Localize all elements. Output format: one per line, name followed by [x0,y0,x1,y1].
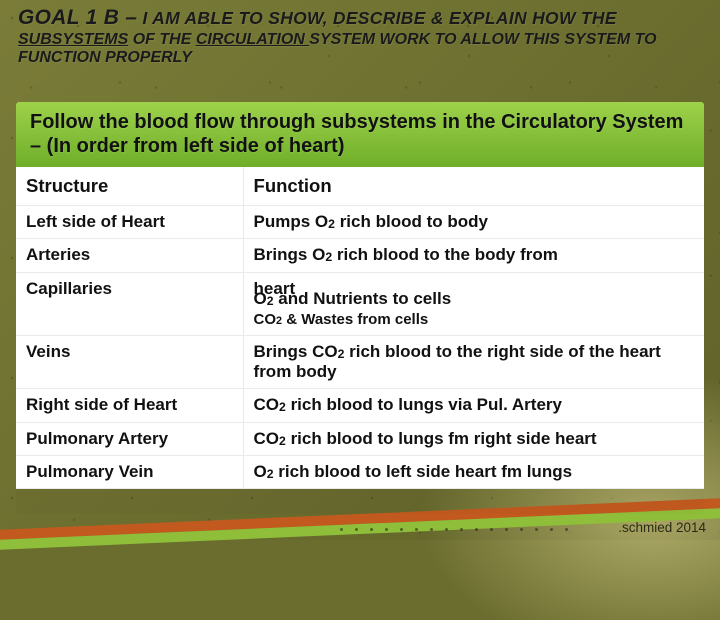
structure-cell: Arteries [16,239,243,272]
col-function: Function [243,167,704,206]
circulation-table: Structure Function Left side of HeartPum… [16,167,704,490]
table-header-row: Structure Function [16,167,704,206]
ul-subsystems: SUBSYSTEMS [18,31,128,48]
table-row: ArteriesBrings O2 rich blood to the body… [16,239,704,272]
goal-line: GOAL 1 B – I AM ABLE TO SHOW, DESCRIBE &… [18,6,702,30]
slide-header: GOAL 1 B – I AM ABLE TO SHOW, DESCRIBE &… [0,0,720,71]
table-row: Left side of HeartPumps O2 rich blood to… [16,205,704,238]
function-cell: O2 rich blood to left side heart fm lung… [243,456,704,489]
function-cell: Brings CO2 rich blood to the right side … [243,335,704,389]
ul-circulation: CIRCULATION [196,31,309,48]
goal-lead: GOAL 1 B – [18,6,137,29]
function-cell: heartO2 and Nutrients to cellsCO2 & Wast… [243,272,704,335]
structure-cell: Pulmonary Vein [16,456,243,489]
function-cell: CO2 rich blood to lungs fm right side he… [243,422,704,455]
goal-subline: SUBSYSTEMS OF THE CIRCULATION SYSTEM WOR… [18,31,702,67]
subline-mid: OF THE [128,31,196,48]
structure-cell: Right side of Heart [16,389,243,422]
content-card: Follow the blood flow through subsystems… [16,102,704,514]
table-row: VeinsBrings CO2 rich blood to the right … [16,335,704,389]
structure-cell: Veins [16,335,243,389]
credit-text: .schmied 2014 [618,520,706,535]
structure-cell: Pulmonary Artery [16,422,243,455]
table-row: Pulmonary VeinO2 rich blood to left side… [16,456,704,489]
function-cell: Pumps O2 rich blood to body [243,205,704,238]
function-cell: Brings O2 rich blood to the body from [243,239,704,272]
table-row: CapillariesheartO2 and Nutrients to cell… [16,272,704,335]
table-row: Pulmonary ArteryCO2 rich blood to lungs … [16,422,704,455]
goal-rest: I AM ABLE TO SHOW, DESCRIBE & EXPLAIN HO… [137,8,617,28]
structure-cell: Capillaries [16,272,243,335]
green-band-title: Follow the blood flow through subsystems… [16,102,704,167]
col-structure: Structure [16,167,243,206]
function-cell: CO2 rich blood to lungs via Pul. Artery [243,389,704,422]
structure-cell: Left side of Heart [16,205,243,238]
table-row: Right side of HeartCO2 rich blood to lun… [16,389,704,422]
